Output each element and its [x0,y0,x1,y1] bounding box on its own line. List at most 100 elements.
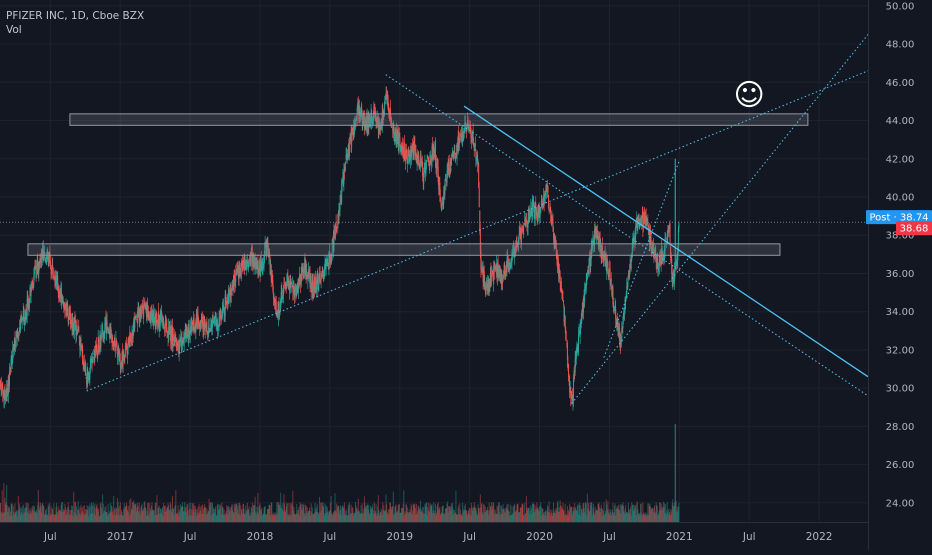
volume-bar [374,513,376,522]
volume-bar [609,515,611,522]
volume-bar [612,502,614,522]
candle-body [77,328,79,331]
candle-body [222,306,224,310]
candle-body [51,267,53,273]
candle-body [412,146,414,148]
candle-body [198,323,200,326]
candle-body [587,270,589,273]
volume-bar [380,508,382,522]
candle-body [17,331,19,335]
candle-body [579,330,581,335]
candle-body [223,304,225,310]
candle-body [365,120,367,130]
volume-bar [235,503,237,522]
candle-body [76,327,78,335]
candle-body [344,166,346,172]
candle-body [456,143,458,158]
volume-bar [404,513,406,522]
volume-bar [283,494,285,522]
volume-bar [450,503,452,522]
symbol-title[interactable]: PFIZER INC, 1D, Cboe BZX [6,10,145,22]
volume-bar [479,512,481,522]
candle-body [453,150,455,153]
volume-bar [77,509,79,522]
candle-body [5,397,7,401]
candle-body [233,275,235,290]
volume-bar [604,514,606,522]
candle-body [337,218,339,223]
candle-body [626,283,628,290]
volume-label[interactable]: Vol [6,24,22,36]
candle-body [653,249,655,256]
volume-bar [486,510,488,522]
volume-bar [455,514,457,522]
volume-bar [250,506,252,522]
volume-bar [370,505,372,522]
volume-bar [332,511,334,522]
volume-bar [432,513,434,522]
x-tick-label: Jul [323,531,337,543]
volume-bar [392,506,394,522]
volume-bar [114,509,116,522]
candle-body [541,201,543,203]
candle-body [548,207,550,209]
volume-bar [234,503,236,522]
volume-bar [557,500,559,522]
volume-bar [195,508,197,522]
volume-bar [407,507,409,522]
candle-body [171,329,173,342]
y-tick-label: 34.00 [886,307,915,318]
candle-body [601,246,603,260]
volume-bar [636,503,638,522]
candle-body [452,150,454,156]
candle-body [333,231,335,251]
volume-bar [113,508,115,522]
volume-bar [576,505,578,522]
candle-body [495,266,497,271]
candle-body [593,240,595,245]
volume-bar [249,512,251,522]
volume-bar [478,508,480,522]
candle-body [195,320,197,332]
candle-body [423,170,425,184]
candle-body [622,321,624,329]
volume-bar [54,514,56,522]
candle-body [118,354,120,357]
candle-body [389,107,391,113]
candle-body [550,219,552,221]
candle-body [179,339,181,345]
volume-bar [55,507,57,522]
candle-body [504,266,506,278]
candle-body [638,221,640,223]
volume-bar [109,502,111,522]
volume-bar [612,514,614,522]
candle-body [47,252,49,260]
candle-body [260,258,262,266]
volume-bar [270,502,272,522]
volume-bar [523,515,525,522]
candle-body [169,329,171,335]
candle-body [627,281,629,287]
candle-body [375,119,377,123]
volume-bar [300,504,302,522]
volume-bar [413,505,415,522]
volume-bar [119,505,121,522]
volume-bar [537,507,539,522]
candle-body [573,370,575,376]
volume-bar [662,506,664,522]
candle-body [417,154,419,161]
candle-body [564,314,566,320]
volume-bar [107,515,109,522]
candle-body [314,287,316,293]
volume-bar [473,502,475,522]
candle-body [86,380,88,385]
volume-bar [571,506,573,522]
candle-body [447,166,449,173]
candle-body [120,364,122,367]
volume-bar [33,510,35,522]
volume-bar [338,505,340,522]
candle-body [379,126,381,131]
candle-body [206,321,208,335]
